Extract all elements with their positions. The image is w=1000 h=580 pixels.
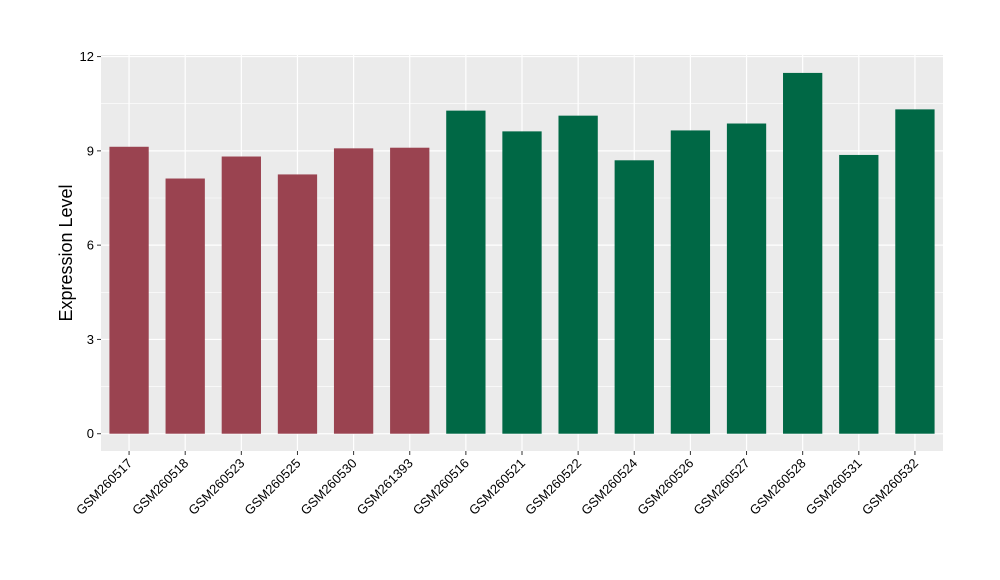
bar-GSM260517 (109, 146, 149, 434)
y-tick-label: 3 (87, 332, 94, 347)
x-tick-label: GSM260523 (185, 456, 247, 518)
x-axis: GSM260517GSM260518GSM260523GSM260525GSM2… (73, 451, 921, 518)
x-tick-label: GSM260531 (803, 456, 865, 518)
bar-GSM260521 (502, 131, 542, 434)
x-tick-label: GSM260528 (747, 456, 809, 518)
bar-GSM260516 (446, 110, 486, 434)
bar-GSM260522 (558, 115, 598, 434)
x-tick-label: GSM260530 (297, 456, 359, 518)
bar-GSM260525 (277, 174, 318, 434)
x-tick-label: GSM260517 (73, 456, 135, 518)
bar-GSM260530 (333, 148, 374, 434)
bar-GSM261393 (390, 147, 430, 434)
bar-GSM260532 (895, 109, 935, 434)
x-tick-label: GSM260532 (859, 456, 921, 518)
x-tick-label: GSM260524 (578, 456, 640, 518)
x-tick-label: GSM260516 (410, 456, 472, 518)
y-tick-label: 6 (87, 238, 94, 253)
x-tick-label: GSM261393 (354, 456, 416, 518)
bar-GSM260523 (221, 156, 261, 434)
x-tick-label: GSM260522 (522, 456, 584, 518)
bar-GSM260526 (670, 130, 711, 434)
bar-GSM260527 (726, 123, 767, 434)
bar-GSM260518 (165, 178, 205, 434)
bars (109, 72, 935, 434)
bar-GSM260528 (783, 72, 823, 434)
x-tick-label: GSM260526 (634, 456, 696, 518)
y-tick-label: 0 (87, 426, 94, 441)
x-tick-label: GSM260518 (129, 456, 191, 518)
bar-GSM260524 (614, 160, 654, 434)
x-tick-label: GSM260525 (241, 456, 303, 518)
x-tick-label: GSM260527 (690, 456, 752, 518)
y-axis: 0 3 6 9 12 (80, 49, 101, 441)
y-tick-label: 12 (80, 49, 94, 64)
bar-GSM260531 (839, 154, 879, 434)
x-tick-label: GSM260521 (466, 456, 528, 518)
y-tick-label: 9 (87, 143, 94, 158)
y-axis-title: Expression Level (56, 184, 76, 321)
